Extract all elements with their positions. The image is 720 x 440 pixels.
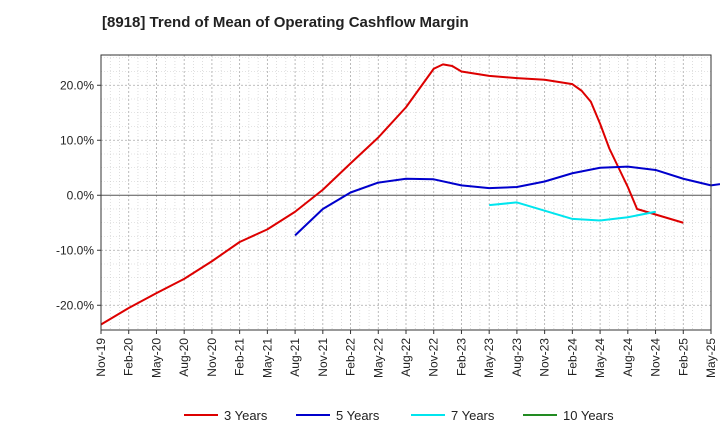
x-tick-label: May-22 <box>371 338 385 378</box>
x-tick-label: Feb-21 <box>233 338 247 376</box>
x-tick-label: Feb-24 <box>565 338 579 376</box>
x-tick-label: May-25 <box>704 338 718 378</box>
x-tick-label: Nov-23 <box>538 338 552 377</box>
series-line-3-years <box>100 63 684 326</box>
x-tick-label: May-23 <box>482 338 496 378</box>
x-tick-label: Feb-20 <box>122 338 136 376</box>
x-tick-label: Aug-23 <box>510 338 524 377</box>
series-line-7-years <box>489 201 656 222</box>
x-tick-label: Nov-24 <box>649 338 663 377</box>
legend-label-5-years: 5 Years <box>336 408 380 423</box>
legend-label-10-years: 10 Years <box>563 408 614 423</box>
x-tick-label: Nov-20 <box>205 338 219 377</box>
x-tick-label: Aug-20 <box>177 338 191 377</box>
chart-title: [8918] Trend of Mean of Operating Cashfl… <box>102 14 469 31</box>
y-tick-label: 0.0% <box>67 188 95 202</box>
x-tick-label: Nov-19 <box>94 338 108 377</box>
x-tick-label: Feb-25 <box>676 338 690 376</box>
x-tick-label: May-21 <box>260 338 274 378</box>
x-tick-label: Feb-22 <box>344 338 358 376</box>
x-tick-label: Aug-21 <box>288 338 302 377</box>
legend: 3 Years 5 Years 7 Years 10 Years <box>184 408 614 423</box>
legend-label-3-years: 3 Years <box>224 408 268 423</box>
y-tick-label: 10.0% <box>60 133 94 147</box>
x-tick-label: May-24 <box>593 338 607 378</box>
legend-label-7-years: 7 Years <box>451 408 495 423</box>
y-tick-label: -10.0% <box>56 243 94 257</box>
y-tick-label: 20.0% <box>60 78 94 92</box>
x-tick-label: May-20 <box>149 338 163 378</box>
x-tick-label: Aug-22 <box>399 338 413 377</box>
x-tick-label: Feb-23 <box>454 338 468 376</box>
axes: 20.0% 10.0% 0.0% -10.0% -20.0% Nov-19 Feb-20 Ma… <box>56 54 718 378</box>
x-tick-label: Aug-24 <box>621 338 635 377</box>
x-tick-label: Nov-22 <box>427 338 441 377</box>
y-tick-label: -20.0% <box>56 298 94 312</box>
x-tick-label: Nov-21 <box>316 338 330 377</box>
